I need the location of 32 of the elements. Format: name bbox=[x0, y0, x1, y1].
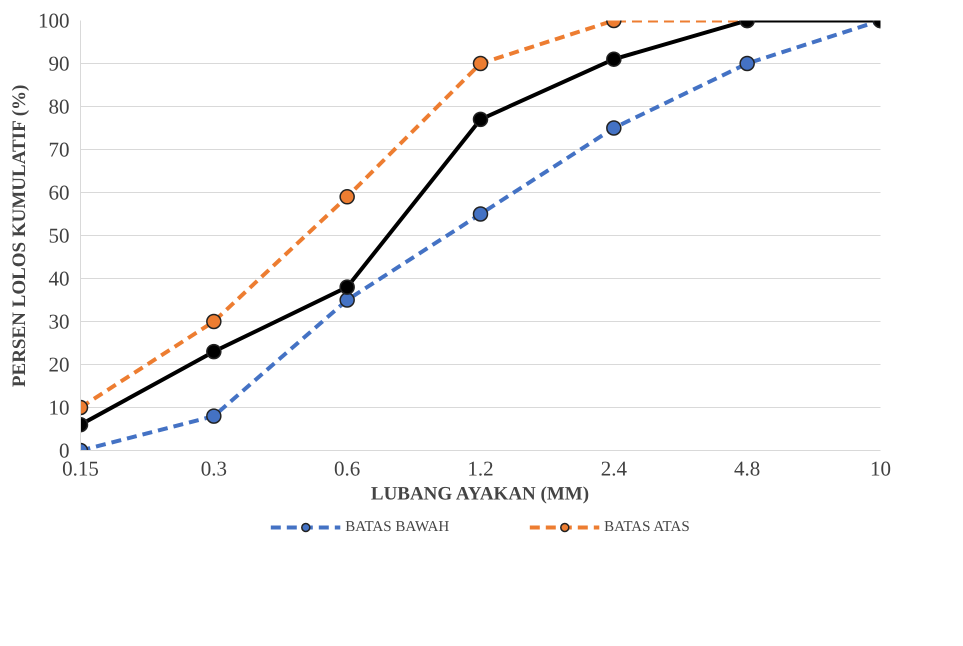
point bbox=[339, 189, 355, 205]
y-tick-label: 80 bbox=[48, 94, 70, 118]
point bbox=[606, 51, 622, 67]
x-tick-label: 4.8 bbox=[734, 456, 760, 480]
point bbox=[739, 56, 755, 72]
point bbox=[339, 292, 355, 308]
x-tick-label: 1.2 bbox=[467, 456, 494, 480]
y-tick-label: 90 bbox=[48, 52, 70, 76]
point bbox=[206, 344, 222, 360]
point bbox=[206, 314, 222, 330]
y-tick-label: 70 bbox=[48, 138, 70, 162]
y-tick-label: 50 bbox=[48, 224, 70, 248]
x-tick-label: 0.3 bbox=[200, 456, 227, 480]
y-tick-label: 10 bbox=[48, 396, 70, 420]
x-tick-label: 0.6 bbox=[334, 456, 360, 480]
point bbox=[472, 56, 488, 72]
y-tick-label: 100 bbox=[38, 8, 70, 32]
point bbox=[472, 206, 488, 222]
y-tick-label: 60 bbox=[48, 180, 70, 204]
x-tick-label: 2.4 bbox=[600, 456, 628, 480]
point bbox=[339, 279, 355, 295]
x-tick-label: 10 bbox=[870, 456, 891, 480]
legend-label: BATAS ATAS bbox=[604, 518, 690, 536]
point bbox=[206, 408, 222, 424]
point bbox=[472, 112, 488, 128]
y-axis-title: PERSEN LOLOS KUMULATIF (%) bbox=[9, 84, 30, 388]
legend-label: BATAS BAWAH bbox=[345, 518, 450, 536]
x-axis-title: LUBANG AYAKAN (MM) bbox=[370, 484, 590, 504]
y-tick-label: 40 bbox=[48, 266, 70, 290]
point bbox=[606, 120, 622, 136]
y-tick-label: 30 bbox=[48, 310, 70, 334]
y-tick-label: 20 bbox=[48, 352, 70, 376]
